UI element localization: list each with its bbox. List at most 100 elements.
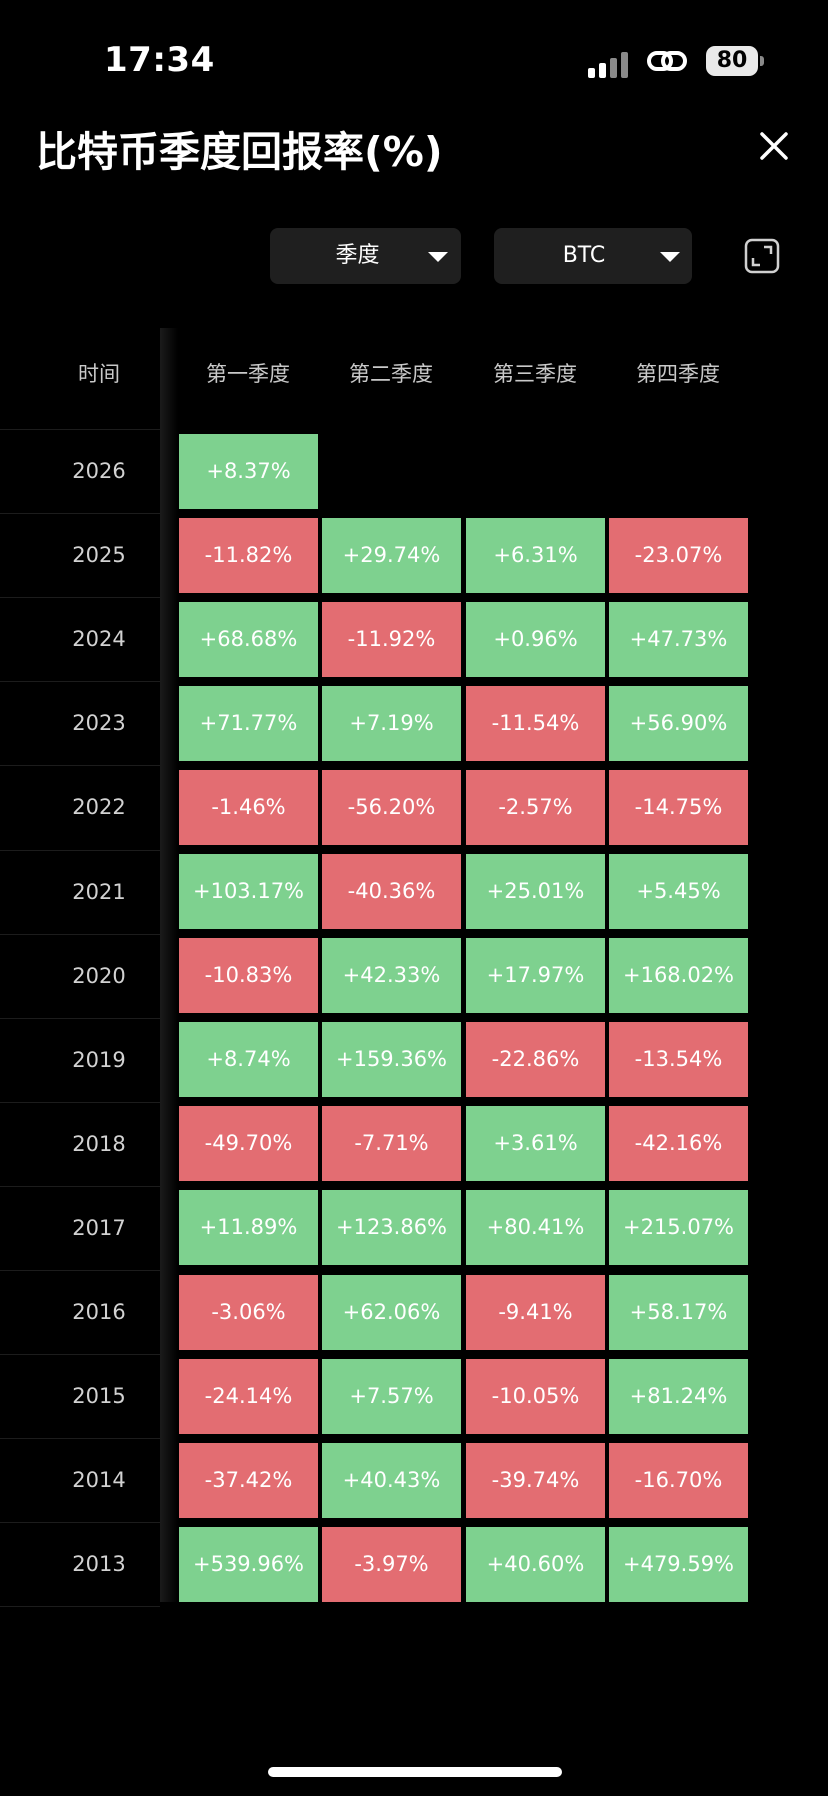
return-cell[interactable]: -10.05% — [466, 1359, 605, 1434]
return-cell[interactable]: -3.97% — [322, 1527, 461, 1602]
return-cell[interactable]: +81.24% — [609, 1359, 748, 1434]
return-cell[interactable]: +29.74% — [322, 518, 461, 593]
column-header-q2: 第二季度 — [349, 362, 433, 386]
column-header-time: 时间 — [78, 362, 120, 386]
home-indicator[interactable] — [268, 1767, 562, 1777]
period-dropdown[interactable]: 季度 — [270, 228, 461, 284]
column-header-q3: 第三季度 — [493, 362, 577, 386]
year-label: 2026 — [72, 459, 126, 483]
return-cell[interactable]: -3.06% — [179, 1275, 318, 1350]
return-cell[interactable]: -9.41% — [466, 1275, 605, 1350]
return-cell[interactable]: +123.86% — [322, 1190, 461, 1265]
return-cell[interactable]: -42.16% — [609, 1106, 748, 1181]
year-label: 2024 — [72, 627, 126, 651]
year-column-divider — [160, 328, 178, 1602]
return-cell[interactable]: -56.20% — [322, 770, 461, 845]
return-cell[interactable]: +42.33% — [322, 938, 461, 1013]
return-cell[interactable]: +40.43% — [322, 1443, 461, 1518]
return-cell[interactable]: +215.07% — [609, 1190, 748, 1265]
battery-level: 80 — [706, 46, 758, 76]
return-cell[interactable]: +103.17% — [179, 854, 318, 929]
return-cell[interactable]: +3.61% — [466, 1106, 605, 1181]
return-cell[interactable]: +6.31% — [466, 518, 605, 593]
return-cell[interactable]: -11.92% — [322, 602, 461, 677]
row-separator — [0, 1354, 160, 1355]
return-cell[interactable]: +8.74% — [179, 1022, 318, 1097]
year-label: 2020 — [72, 964, 126, 988]
column-header-q1: 第一季度 — [206, 362, 290, 386]
return-cell[interactable]: +11.89% — [179, 1190, 318, 1265]
row-separator — [0, 1606, 160, 1607]
expand-icon[interactable] — [744, 238, 780, 274]
year-label: 2016 — [72, 1300, 126, 1324]
return-cell[interactable]: +17.97% — [466, 938, 605, 1013]
close-button[interactable] — [756, 128, 792, 164]
return-cell[interactable]: -16.70% — [609, 1443, 748, 1518]
year-label: 2015 — [72, 1384, 126, 1408]
year-label: 2025 — [72, 543, 126, 567]
column-header-q4: 第四季度 — [636, 362, 720, 386]
row-separator — [0, 1018, 160, 1019]
return-cell[interactable]: +47.73% — [609, 602, 748, 677]
return-cell[interactable]: -40.36% — [322, 854, 461, 929]
return-cell[interactable]: -7.71% — [322, 1106, 461, 1181]
link-icon — [647, 51, 687, 71]
year-label: 2018 — [72, 1132, 126, 1156]
asset-dropdown[interactable]: BTC — [494, 228, 692, 284]
row-separator — [0, 765, 160, 766]
return-cell[interactable]: -14.75% — [609, 770, 748, 845]
return-cell[interactable]: -37.42% — [179, 1443, 318, 1518]
return-cell[interactable]: -1.46% — [179, 770, 318, 845]
return-cell[interactable]: +56.90% — [609, 686, 748, 761]
return-cell[interactable]: +8.37% — [179, 434, 318, 509]
year-label: 2021 — [72, 880, 126, 904]
return-cell[interactable]: +62.06% — [322, 1275, 461, 1350]
return-cell[interactable]: -11.54% — [466, 686, 605, 761]
return-cell[interactable]: +5.45% — [609, 854, 748, 929]
return-cell[interactable]: +168.02% — [609, 938, 748, 1013]
return-cell[interactable]: +80.41% — [466, 1190, 605, 1265]
page-title: 比特币季度回报率(%) — [36, 128, 443, 176]
return-cell[interactable]: +40.60% — [466, 1527, 605, 1602]
return-cell[interactable]: -13.54% — [609, 1022, 748, 1097]
return-cell[interactable]: -22.86% — [466, 1022, 605, 1097]
row-separator — [0, 681, 160, 682]
status-time: 17:34 — [104, 40, 215, 80]
battery-icon — [760, 56, 764, 66]
return-cell[interactable]: +58.17% — [609, 1275, 748, 1350]
return-cell[interactable]: +68.68% — [179, 602, 318, 677]
return-cell[interactable]: -49.70% — [179, 1106, 318, 1181]
year-label: 2013 — [72, 1552, 126, 1576]
year-label: 2023 — [72, 711, 126, 735]
return-cell[interactable]: +25.01% — [466, 854, 605, 929]
return-cell[interactable]: -24.14% — [179, 1359, 318, 1434]
row-separator — [0, 429, 160, 430]
return-cell[interactable]: -10.83% — [179, 938, 318, 1013]
return-cell[interactable]: +159.36% — [322, 1022, 461, 1097]
return-cell[interactable]: -39.74% — [466, 1443, 605, 1518]
row-separator — [0, 934, 160, 935]
return-cell[interactable]: -11.82% — [179, 518, 318, 593]
return-cell[interactable]: -23.07% — [609, 518, 748, 593]
return-cell[interactable]: +7.57% — [322, 1359, 461, 1434]
row-separator — [0, 1438, 160, 1439]
period-dropdown-label: 季度 — [335, 243, 380, 268]
row-separator — [0, 1102, 160, 1103]
row-separator — [0, 850, 160, 851]
return-cell[interactable]: +0.96% — [466, 602, 605, 677]
row-separator — [0, 513, 160, 514]
row-separator — [0, 597, 160, 598]
year-label: 2022 — [72, 795, 126, 819]
return-cell[interactable]: +7.19% — [322, 686, 461, 761]
return-cell[interactable]: +479.59% — [609, 1527, 748, 1602]
row-separator — [0, 1522, 160, 1523]
return-cell[interactable]: +71.77% — [179, 686, 318, 761]
cellular-signal-icon — [588, 50, 632, 78]
caret-down-icon — [428, 252, 448, 262]
year-label: 2014 — [72, 1468, 126, 1492]
return-cell[interactable]: +539.96% — [179, 1527, 318, 1602]
return-cell[interactable]: -2.57% — [466, 770, 605, 845]
row-separator — [0, 1186, 160, 1187]
year-label: 2019 — [72, 1048, 126, 1072]
year-label: 2017 — [72, 1216, 126, 1240]
